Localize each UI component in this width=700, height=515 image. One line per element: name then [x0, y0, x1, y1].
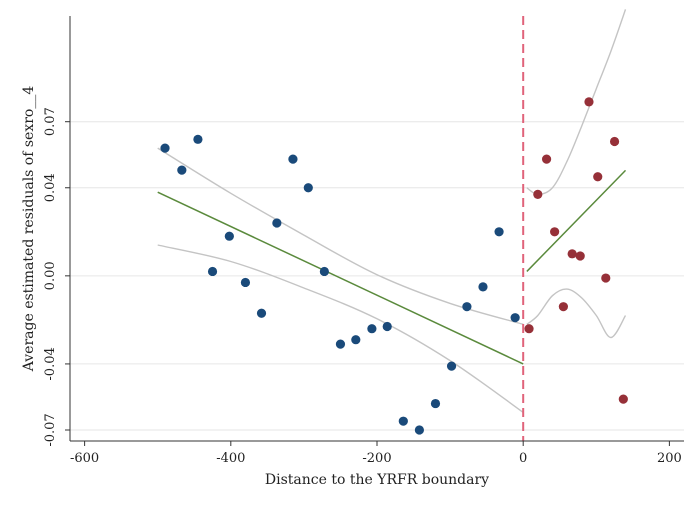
- data-point-left: [510, 313, 520, 323]
- x-axis-title: Distance to the YRFR boundary: [265, 472, 489, 488]
- data-point-left: [193, 134, 203, 144]
- data-point-left: [207, 266, 218, 277]
- data-point-left: [367, 324, 377, 334]
- y-tick-label: 0.07: [43, 107, 58, 136]
- data-point-left: [430, 398, 441, 409]
- x-tick-label: 0: [519, 451, 527, 466]
- data-point-right: [601, 273, 611, 283]
- data-point-left: [319, 266, 329, 277]
- data-point-right: [575, 251, 585, 261]
- data-point-right: [609, 136, 620, 147]
- data-point-right: [550, 227, 560, 237]
- data-point-left: [478, 282, 488, 292]
- tick-label-layer: -0.07 -0.04 0.00 0.04 0.07 -600 -400 -200 0 200: [43, 107, 682, 466]
- data-point-left: [494, 227, 504, 237]
- x-tick-label: -600: [70, 451, 99, 466]
- data-point-left: [382, 321, 392, 332]
- data-point-left: [288, 154, 298, 164]
- data-point-left: [414, 425, 424, 435]
- data-point-right: [541, 154, 552, 164]
- data-point-left: [303, 183, 313, 193]
- y-tick-label: 0.00: [43, 261, 58, 290]
- data-point-right: [593, 172, 603, 182]
- data-point-left: [398, 416, 408, 426]
- data-point-left: [224, 231, 234, 241]
- data-point-left: [446, 361, 457, 371]
- y-tick-label: 0.04: [43, 173, 58, 202]
- points-layer: [160, 97, 628, 435]
- data-point-left: [272, 218, 282, 228]
- y-tick-label: -0.07: [43, 413, 58, 446]
- data-point-left: [351, 335, 361, 345]
- data-point-right: [584, 97, 594, 107]
- x-tick-label: -200: [362, 451, 391, 466]
- data-point-left: [177, 165, 187, 175]
- ci-upper-right: [526, 9, 627, 196]
- data-point-left: [240, 277, 251, 288]
- data-point-right: [618, 394, 628, 404]
- data-point-right: [567, 249, 577, 259]
- x-tick-label: 200: [657, 451, 682, 466]
- grid-layer: [70, 121, 684, 431]
- y-axis-title: Average estimated residuals of sexro__4: [21, 86, 37, 373]
- fit-line-left: [157, 191, 524, 365]
- axes-layer: [65, 16, 684, 446]
- data-point-right: [524, 324, 534, 334]
- data-point-right: [558, 302, 568, 312]
- y-tick-label: -0.04: [43, 347, 58, 380]
- data-point-left: [160, 143, 170, 153]
- fit-line-layer: [157, 169, 627, 365]
- fit-line-right: [526, 169, 627, 272]
- data-point-left: [462, 302, 472, 312]
- ci-lower-left: [157, 244, 524, 413]
- x-tick-label: -400: [216, 451, 245, 466]
- ci-lower-right: [526, 288, 627, 339]
- data-point-left: [335, 339, 346, 349]
- data-point-right: [533, 189, 543, 199]
- ci-upper-left: [157, 147, 524, 325]
- ci-band-layer: [157, 9, 627, 413]
- data-point-left: [256, 308, 267, 318]
